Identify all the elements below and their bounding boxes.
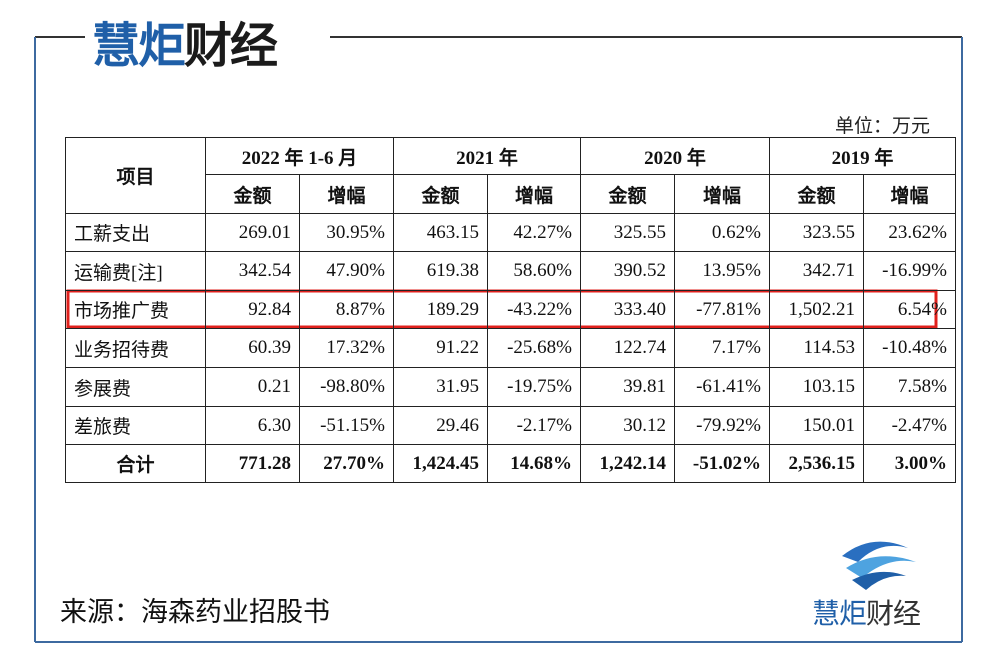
cell: 金额 [393,174,488,214]
cell: -51.02% [674,444,770,483]
cell: 23.62% [863,213,956,252]
cell: 金额 [205,174,300,214]
cell: 合计 [65,444,206,483]
cell: 7.58% [863,367,956,407]
cell: -77.81% [674,290,770,329]
brand-blue: 慧炬 [812,598,867,629]
cell: -43.22% [487,290,581,329]
cell: -19.75% [487,367,581,407]
brand-logo: 慧炬财经 [92,6,278,76]
cell: 30.95% [299,213,394,252]
cell: 业务招待费 [65,328,206,368]
cell: 122.74 [580,328,675,368]
cell: 342.71 [769,251,864,291]
cell: 2020 年 [580,137,770,175]
cell: 60.39 [205,328,300,368]
data-row: 参展费 0.21 -98.80% 31.95 -19.75% 39.81 -61.41% 10… [65,367,956,407]
cell: 91.22 [393,328,488,368]
table: 项目 2022 年 1-6 月 2021 年 2020 年 2019 年金额 增幅 金额 增幅… [65,137,956,483]
cell: -61.41% [674,367,770,407]
cell: -25.68% [487,328,581,368]
cell: 0.62% [674,213,770,252]
source: 来源：海森药业招股书 [60,597,330,627]
cell: 333.40 [580,290,675,329]
header-row: 项目 2022 年 1-6 月 2021 年 2020 年 2019 年 [65,137,956,214]
cell: -2.47% [863,406,956,445]
brand-dark: 财经 [866,598,921,629]
data-row: 运输费[注] 342.54 47.90% 619.38 58.60% 390.52 13.9… [65,251,956,291]
brand-dark: 财经 [184,20,278,73]
cell: 342.54 [205,251,300,291]
cell: 差旅费 [65,406,206,445]
cell: 29.46 [393,406,488,445]
cell: 0.21 [205,367,300,407]
cell: 771.28 [205,444,300,483]
cell: 42.27% [487,213,581,252]
cell: -2.17% [487,406,581,445]
cell: 金额 [769,174,864,214]
cell: 2021 年 [393,137,581,175]
cell: 运输费[注] [65,251,206,291]
cell: 3.00% [863,444,956,483]
cell: 市场推广费 [65,290,206,329]
cell: 150.01 [769,406,864,445]
brand-blue: 慧炬 [92,20,186,73]
cell: -98.80% [299,367,394,407]
cell: 6.54% [863,290,956,329]
cell: 189.29 [393,290,488,329]
cell: 39.81 [580,367,675,407]
cell: 增幅 [299,174,394,214]
data-row: 合计 771.28 27.70% 1,424.45 14.68% 1,242.14 -51.… [65,444,956,483]
cell: 1,242.14 [580,444,675,483]
subheader-row: 金额 增幅 金额 增幅 金额 增幅 金额 增幅 [66,174,956,214]
cell: 47.90% [299,251,394,291]
cell: -16.99% [863,251,956,291]
cell: 325.55 [580,213,675,252]
cell: 619.38 [393,251,488,291]
cell: -10.48% [863,328,956,368]
cell: 31.95 [393,367,488,407]
cell: -79.92% [674,406,770,445]
cell: 323.55 [769,213,864,252]
cell: 8.87% [299,290,394,329]
cell: 1,502.21 [769,290,864,329]
cell: 103.15 [769,367,864,407]
cell: 92.84 [205,290,300,329]
cell: 增幅 [487,174,581,214]
cell: 58.60% [487,251,581,291]
cell: 17.32% [299,328,394,368]
cell: 金额 [580,174,675,214]
logo-icon [842,541,916,590]
cell: 增幅 [863,174,956,214]
cell: 1,424.45 [393,444,488,483]
cell: 2,536.15 [769,444,864,483]
cell: 7.17% [674,328,770,368]
cell: 13.95% [674,251,770,291]
cell: 114.53 [769,328,864,368]
cell: 269.01 [205,213,300,252]
cell: 463.15 [393,213,488,252]
cell: 14.68% [487,444,581,483]
data-row: 市场推广费 92.84 8.87% 189.29 -43.22% 333.40 -77.81… [65,290,956,329]
unit: 单位：万元 [834,116,930,137]
footer-logo: 慧炬财经 [812,592,921,632]
cell: 30.12 [580,406,675,445]
cell: 工薪支出 [65,213,206,252]
data-row: 差旅费 6.30 -51.15% 29.46 -2.17% 30.12 -79.92% 150… [65,406,956,445]
cell: -51.15% [299,406,394,445]
cell: 2022 年 1-6 月 [205,137,394,175]
cell: 27.70% [299,444,394,483]
data-row: 工薪支出 269.01 30.95% 463.15 42.27% 325.55 0.62% 3… [65,213,956,252]
cell: 2019 年 [769,137,956,175]
cell: 390.52 [580,251,675,291]
cell: 项目 [65,137,206,214]
data-row: 业务招待费 60.39 17.32% 91.22 -25.68% 122.74 7.17% 1… [65,328,956,368]
cell: 增幅 [674,174,770,214]
cell: 参展费 [65,367,206,407]
cell: 6.30 [205,406,300,445]
